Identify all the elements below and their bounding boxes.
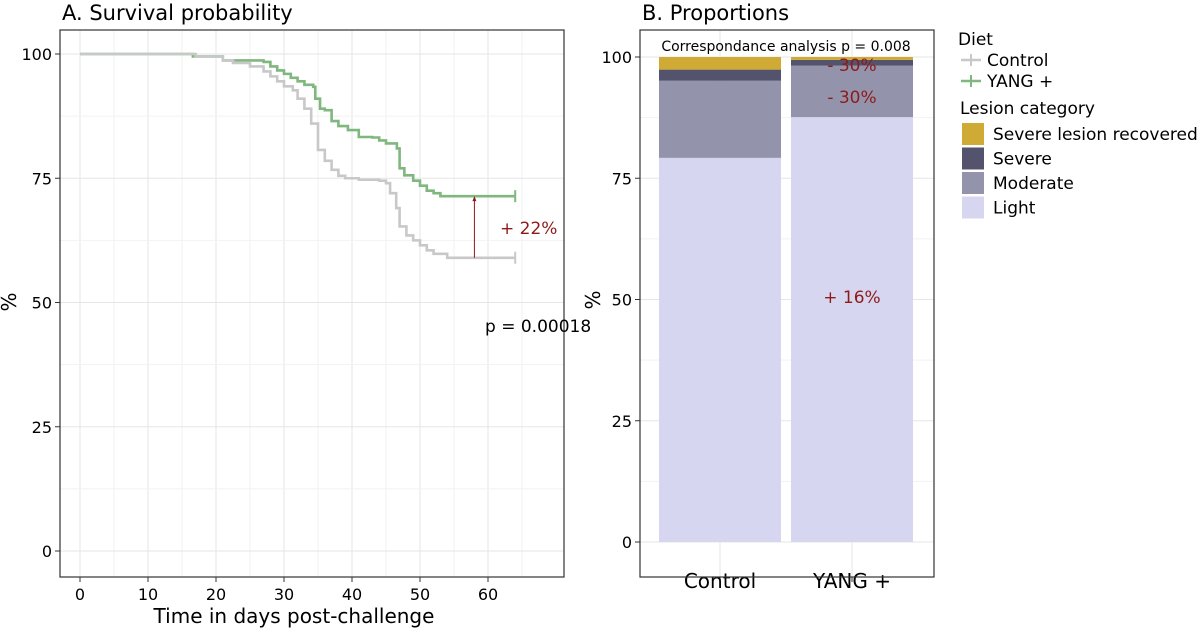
- proportion-change-label: + 16%: [823, 288, 880, 308]
- legend-label-light: Light: [993, 199, 1036, 219]
- proportions-subtitle: Correspondance analysis p = 0.008: [661, 39, 910, 55]
- p-value-label: p = 0.00018: [485, 317, 591, 337]
- y-tick-label: 0: [42, 542, 52, 561]
- legend-item-yang: YANG +: [961, 72, 1053, 92]
- y-tick-label: 75: [612, 169, 632, 188]
- legend-label-severe-lesion-recovered: Severe lesion recovered: [993, 125, 1198, 145]
- legend-item-control: Control: [961, 51, 1048, 71]
- proportion-change-label: - 30%: [827, 56, 876, 76]
- bar-segment-severe: [659, 69, 781, 81]
- difference-label: + 22%: [500, 219, 557, 239]
- survival-curve-yang: [80, 52, 516, 198]
- lesion-legend-items: Severe lesion recovered Severe Moderate Lig…: [962, 123, 1198, 219]
- survival-curve-control: [80, 52, 516, 260]
- legend-label-severe: Severe: [993, 150, 1052, 170]
- bar-segment-severe-lesion-recovered: [791, 57, 913, 60]
- legend-diet-title: Diet: [958, 30, 993, 50]
- legend-swatch-severe-lesion-recovered: [962, 123, 984, 145]
- survival-xlabel: Time in days post-challenge: [153, 604, 435, 628]
- x-tick-label: 40: [342, 585, 362, 604]
- bar-segment-moderate: [791, 65, 913, 118]
- y-tick-label: 25: [612, 412, 632, 431]
- legend-swatch-light: [962, 196, 984, 219]
- legend-swatch-moderate: [962, 172, 984, 194]
- x-tick-label: 20: [206, 585, 226, 604]
- x-tick-label-control: Control: [684, 569, 756, 593]
- y-tick-label: 75: [32, 169, 52, 188]
- x-tick-label: 50: [410, 585, 430, 604]
- y-tick-label: 0: [622, 533, 632, 552]
- difference-arrowhead: [472, 196, 477, 202]
- x-tick-label: 60: [478, 585, 498, 604]
- legend-control-label: Control: [987, 51, 1048, 71]
- proportions-title: B. Proportions: [642, 1, 789, 25]
- bar-segment-light: [791, 117, 913, 542]
- proportion-change-label: - 30%: [827, 88, 876, 108]
- proportions-ylabel: %: [581, 290, 605, 309]
- y-tick-label: 25: [32, 418, 52, 437]
- survival-ylabel: %: [0, 292, 21, 311]
- plot-border: [639, 29, 935, 578]
- bar-segment-light: [659, 157, 781, 542]
- survival-panel: 0 25 50 75 100 0 10 20 30 40 50 60: [21, 29, 565, 604]
- bar-segment-severe: [791, 59, 913, 66]
- y-tick-label: 50: [32, 294, 52, 313]
- legend-label-moderate: Moderate: [993, 174, 1074, 194]
- plot-border: [59, 29, 565, 578]
- x-tick-label: 30: [274, 585, 294, 604]
- proportions-panel: 0 25 50 75 100 Control YANG + - 30% - 30% + 16%: [601, 29, 935, 593]
- y-tick-label: 100: [601, 48, 632, 67]
- bar-segment-moderate: [659, 80, 781, 158]
- legend-yang-label: YANG +: [986, 72, 1053, 92]
- legend-swatch-severe: [962, 147, 984, 170]
- x-tick-label: 10: [138, 585, 158, 604]
- x-tick-label-yang-: YANG +: [812, 569, 891, 593]
- y-tick-label: 50: [612, 291, 632, 310]
- x-tick-label: 0: [75, 585, 85, 604]
- bar-segment-severe-lesion-recovered: [659, 57, 781, 70]
- survival-title: A. Survival probability: [62, 1, 293, 25]
- legend-lesion-title: Lesion category: [960, 99, 1095, 119]
- y-tick-label: 100: [21, 45, 52, 64]
- legend: Diet Control YANG + Lesion category Seve…: [958, 30, 1198, 219]
